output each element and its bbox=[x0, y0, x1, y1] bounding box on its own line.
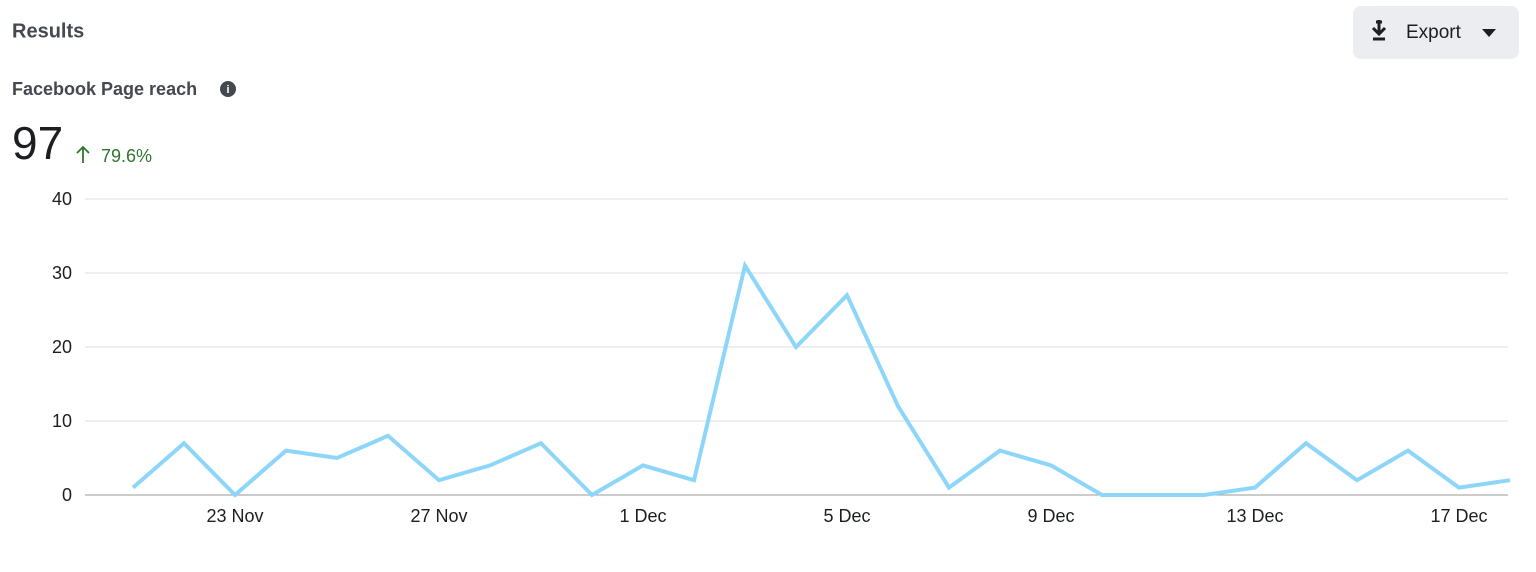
y-tick-label: 30 bbox=[52, 263, 72, 283]
metric-title: Facebook Page reach bbox=[12, 79, 197, 99]
info-icon[interactable] bbox=[220, 81, 236, 97]
up-arrow bbox=[76, 145, 90, 163]
download-icon bbox=[1371, 20, 1387, 41]
x-tick-label: 1 Dec bbox=[619, 506, 666, 526]
section-title: Results bbox=[12, 20, 84, 42]
x-tick-label: 5 Dec bbox=[823, 506, 870, 526]
dropdown-caret bbox=[1482, 29, 1496, 37]
x-tick-label: 17 Dec bbox=[1430, 506, 1487, 526]
export-button-bg[interactable] bbox=[1353, 6, 1519, 59]
chart: 0 10 20 30 40 23 Nov 27 Nov 1 Dec 5 Dec 9 Dec 13 D… bbox=[52, 189, 1511, 526]
y-tick-label: 0 bbox=[62, 485, 72, 505]
reach-line bbox=[131, 260, 1511, 498]
info-icon-glyph: i bbox=[226, 84, 229, 96]
metric-value: 97 bbox=[12, 117, 63, 169]
x-tick-label: 27 Nov bbox=[410, 506, 467, 526]
y-tick-label: 40 bbox=[52, 189, 72, 209]
y-tick-label: 10 bbox=[52, 411, 72, 431]
metric-change: 79.6% bbox=[101, 146, 152, 166]
export-button[interactable]: Export bbox=[1353, 6, 1519, 59]
x-tick-label: 23 Nov bbox=[206, 506, 263, 526]
x-tick-label: 9 Dec bbox=[1027, 506, 1074, 526]
x-tick-label: 13 Dec bbox=[1226, 506, 1283, 526]
y-tick-label: 20 bbox=[52, 337, 72, 357]
export-label[interactable]: Export bbox=[1406, 22, 1462, 43]
